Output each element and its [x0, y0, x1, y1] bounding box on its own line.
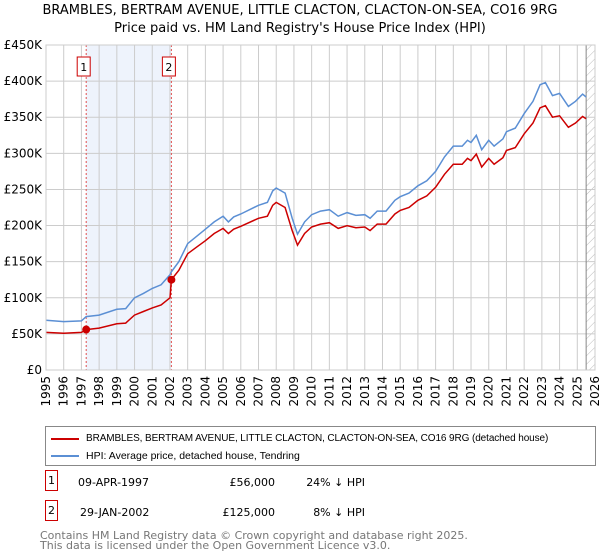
- x-tick-label: 2022: [517, 376, 531, 407]
- legend-swatch-red: [51, 438, 79, 440]
- sale-badge-box: [76, 56, 91, 77]
- chart-subtitle: Price paid vs. HM Land Registry's House …: [114, 21, 486, 36]
- transaction-date: 29-JAN-2002: [80, 506, 150, 519]
- sale-badge-box: [161, 56, 176, 77]
- transaction-badge: 2: [45, 500, 58, 521]
- x-tick-label: 2005: [216, 376, 230, 407]
- x-tick-label: 2018: [446, 376, 460, 407]
- legend-swatch-blue: [51, 455, 79, 457]
- sale-badge-label: 2: [165, 61, 172, 74]
- transaction-price: £125,000: [222, 506, 276, 519]
- y-tick-label: £250K: [4, 182, 44, 196]
- x-tick-label: 2026: [588, 376, 600, 407]
- x-tick-label: 2009: [287, 376, 301, 407]
- plot-border: [45, 44, 596, 371]
- legend-item-property: BRAMBLES, BERTRAM AVENUE, LITTLE CLACTON…: [51, 433, 592, 445]
- transaction-row: 1 09-APR-1997 £56,000 24% ↓ HPI: [45, 470, 375, 496]
- x-tick-label: 1997: [74, 376, 88, 407]
- x-tick-label: 2021: [499, 376, 513, 407]
- y-tick-label: £150K: [4, 255, 44, 269]
- y-tick-label: £200K: [4, 219, 44, 233]
- transaction-hpi: 8% ↓ HPI: [313, 506, 365, 519]
- transaction-price: £56,000: [229, 476, 276, 489]
- x-tick-label: 2000: [128, 376, 142, 407]
- y-tick-label: £400K: [4, 74, 44, 88]
- x-tick-label: 2003: [181, 376, 195, 407]
- footer: Contains HM Land Registry data © Crown c…: [40, 529, 560, 552]
- legend-item-hpi: HPI: Average price, detached house, Tend…: [51, 450, 592, 462]
- x-tick-label: 2007: [252, 376, 266, 407]
- x-tick-label: 2012: [340, 376, 354, 407]
- sale-badge-label: 1: [80, 61, 87, 74]
- x-tick-label: 2008: [269, 376, 283, 407]
- y-tick-label: £300K: [4, 146, 44, 160]
- footer-line: Contains HM Land Registry data © Crown c…: [40, 529, 468, 542]
- x-tick-label: 1995: [39, 376, 53, 407]
- sale-point: [82, 325, 91, 334]
- x-tick-label: 2006: [234, 376, 248, 407]
- x-tick-label: 2020: [482, 376, 496, 407]
- x-tick-label: 2001: [145, 376, 159, 407]
- price-chart: £0 £50K £100K £150K £200K £250K £300K £350K £400…: [4, 38, 600, 407]
- x-tick-label: 2016: [411, 376, 425, 407]
- hpi-line: [45, 81, 587, 323]
- x-tick-label: 2025: [570, 376, 584, 407]
- property-price-line: [45, 104, 587, 334]
- x-tick-label: 2023: [535, 376, 549, 407]
- legend-label: HPI: Average price, detached house, Tend…: [86, 450, 300, 462]
- x-tick-label: 1996: [57, 376, 71, 407]
- transaction-date: 09-APR-1997: [78, 476, 150, 489]
- transaction-row: 2 29-JAN-2002 £125,000 8% ↓ HPI: [45, 500, 375, 526]
- x-tick-label: 2019: [464, 376, 478, 407]
- x-tick-label: 1999: [110, 376, 124, 407]
- legend-label: BRAMBLES, BERTRAM AVENUE, LITTLE CLACTON…: [86, 433, 549, 444]
- x-tick-label: 2015: [393, 376, 407, 407]
- x-tick-label: 2014: [375, 376, 389, 407]
- x-tick-label: 2024: [553, 376, 567, 407]
- transaction-badge: 1: [45, 470, 58, 491]
- x-tick-label: 2002: [163, 376, 177, 407]
- y-tick-label: £350K: [4, 110, 44, 124]
- x-tick-label: 2013: [358, 376, 372, 407]
- sale-point: [167, 275, 176, 284]
- x-tick-label: 2010: [305, 376, 319, 407]
- future-hatch: [586, 45, 595, 370]
- shaded-range: [86, 45, 172, 370]
- footer-line: This data is licensed under the Open Gov…: [40, 539, 391, 552]
- x-tick-label: 2004: [198, 376, 212, 407]
- x-tick-label: 2011: [322, 376, 336, 407]
- legend: BRAMBLES, BERTRAM AVENUE, LITTLE CLACTON…: [45, 426, 596, 466]
- transaction-hpi: 24% ↓ HPI: [306, 476, 365, 489]
- chart-title: BRAMBLES, BERTRAM AVENUE, LITTLE CLACTON…: [42, 3, 558, 18]
- y-tick-label: £100K: [4, 291, 44, 305]
- x-tick-label: 1998: [92, 376, 106, 407]
- y-tick-label: £0: [27, 363, 42, 377]
- y-tick-label: £50K: [11, 327, 43, 341]
- x-tick-label: 2017: [429, 376, 443, 407]
- y-tick-label: £450K: [4, 38, 44, 52]
